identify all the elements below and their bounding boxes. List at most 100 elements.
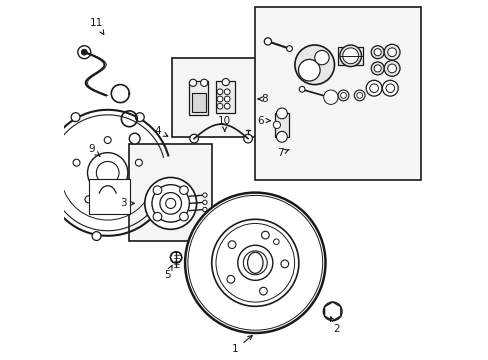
Circle shape [135, 113, 144, 122]
Circle shape [160, 193, 181, 214]
Polygon shape [324, 302, 340, 321]
Text: 5: 5 [163, 265, 172, 280]
Text: 10: 10 [218, 116, 231, 131]
Circle shape [179, 212, 188, 221]
Circle shape [135, 159, 142, 166]
Bar [172, 58, 258, 137]
Circle shape [354, 90, 365, 101]
Circle shape [342, 48, 358, 64]
Bar [191, 93, 205, 112]
Circle shape [243, 251, 266, 275]
Circle shape [170, 252, 182, 263]
Circle shape [153, 186, 162, 194]
Circle shape [326, 306, 337, 317]
Circle shape [294, 45, 334, 85]
Circle shape [78, 46, 91, 59]
Circle shape [326, 93, 335, 102]
Circle shape [273, 121, 280, 129]
Circle shape [217, 89, 223, 95]
Circle shape [152, 185, 189, 222]
Bar [255, 7, 420, 180]
Circle shape [216, 224, 294, 302]
Circle shape [96, 161, 119, 184]
Circle shape [280, 260, 288, 268]
Circle shape [217, 96, 223, 102]
Circle shape [261, 231, 269, 239]
Circle shape [211, 219, 298, 306]
Polygon shape [89, 179, 129, 214]
Circle shape [73, 159, 80, 166]
Circle shape [87, 153, 127, 193]
Circle shape [387, 48, 396, 57]
Circle shape [385, 84, 394, 93]
Circle shape [259, 287, 267, 295]
Text: 6: 6 [257, 116, 270, 126]
Circle shape [165, 198, 175, 208]
Circle shape [373, 65, 381, 72]
Circle shape [339, 45, 361, 67]
Circle shape [314, 50, 328, 65]
Circle shape [228, 241, 235, 248]
Circle shape [81, 49, 87, 55]
Circle shape [71, 113, 80, 122]
Circle shape [369, 84, 378, 93]
Circle shape [224, 89, 230, 95]
Ellipse shape [247, 252, 263, 273]
Circle shape [123, 196, 130, 203]
Circle shape [185, 193, 325, 333]
Circle shape [144, 177, 196, 229]
Circle shape [189, 79, 196, 86]
Circle shape [286, 46, 292, 51]
Circle shape [203, 200, 206, 204]
Circle shape [373, 49, 381, 56]
Text: 11: 11 [90, 18, 103, 35]
Circle shape [384, 44, 399, 60]
Text: 8: 8 [258, 94, 267, 104]
Text: 4: 4 [155, 126, 167, 136]
Circle shape [226, 275, 234, 283]
Circle shape [273, 239, 279, 244]
Circle shape [203, 207, 206, 212]
Bar [129, 144, 212, 241]
Circle shape [298, 59, 320, 81]
Circle shape [187, 195, 322, 330]
Circle shape [224, 96, 230, 102]
Circle shape [326, 306, 337, 317]
Circle shape [43, 190, 52, 199]
Circle shape [356, 93, 362, 98]
Circle shape [340, 93, 346, 98]
Circle shape [337, 90, 348, 101]
Circle shape [366, 80, 381, 96]
Circle shape [276, 108, 287, 119]
Circle shape [384, 60, 399, 76]
Circle shape [200, 79, 207, 86]
Circle shape [224, 103, 230, 109]
Circle shape [264, 38, 271, 45]
Circle shape [104, 136, 111, 144]
Circle shape [153, 212, 162, 221]
Circle shape [85, 196, 92, 203]
Circle shape [92, 232, 101, 240]
Circle shape [189, 134, 198, 143]
Bar [188, 81, 208, 115]
Text: 2: 2 [330, 317, 339, 334]
Circle shape [370, 46, 384, 59]
Circle shape [370, 62, 384, 75]
Circle shape [299, 86, 305, 92]
Circle shape [237, 245, 272, 280]
Circle shape [387, 64, 396, 73]
Text: 9: 9 [88, 144, 100, 156]
Circle shape [217, 103, 223, 109]
Circle shape [222, 78, 229, 86]
Text: 7: 7 [277, 148, 288, 158]
Circle shape [244, 134, 252, 143]
Bar [215, 81, 235, 113]
Circle shape [276, 131, 287, 142]
Bar [275, 113, 288, 137]
Circle shape [382, 80, 397, 96]
Circle shape [323, 302, 342, 321]
Circle shape [129, 133, 140, 144]
Bar [337, 47, 363, 65]
Text: 1: 1 [232, 336, 252, 354]
Circle shape [179, 186, 188, 194]
